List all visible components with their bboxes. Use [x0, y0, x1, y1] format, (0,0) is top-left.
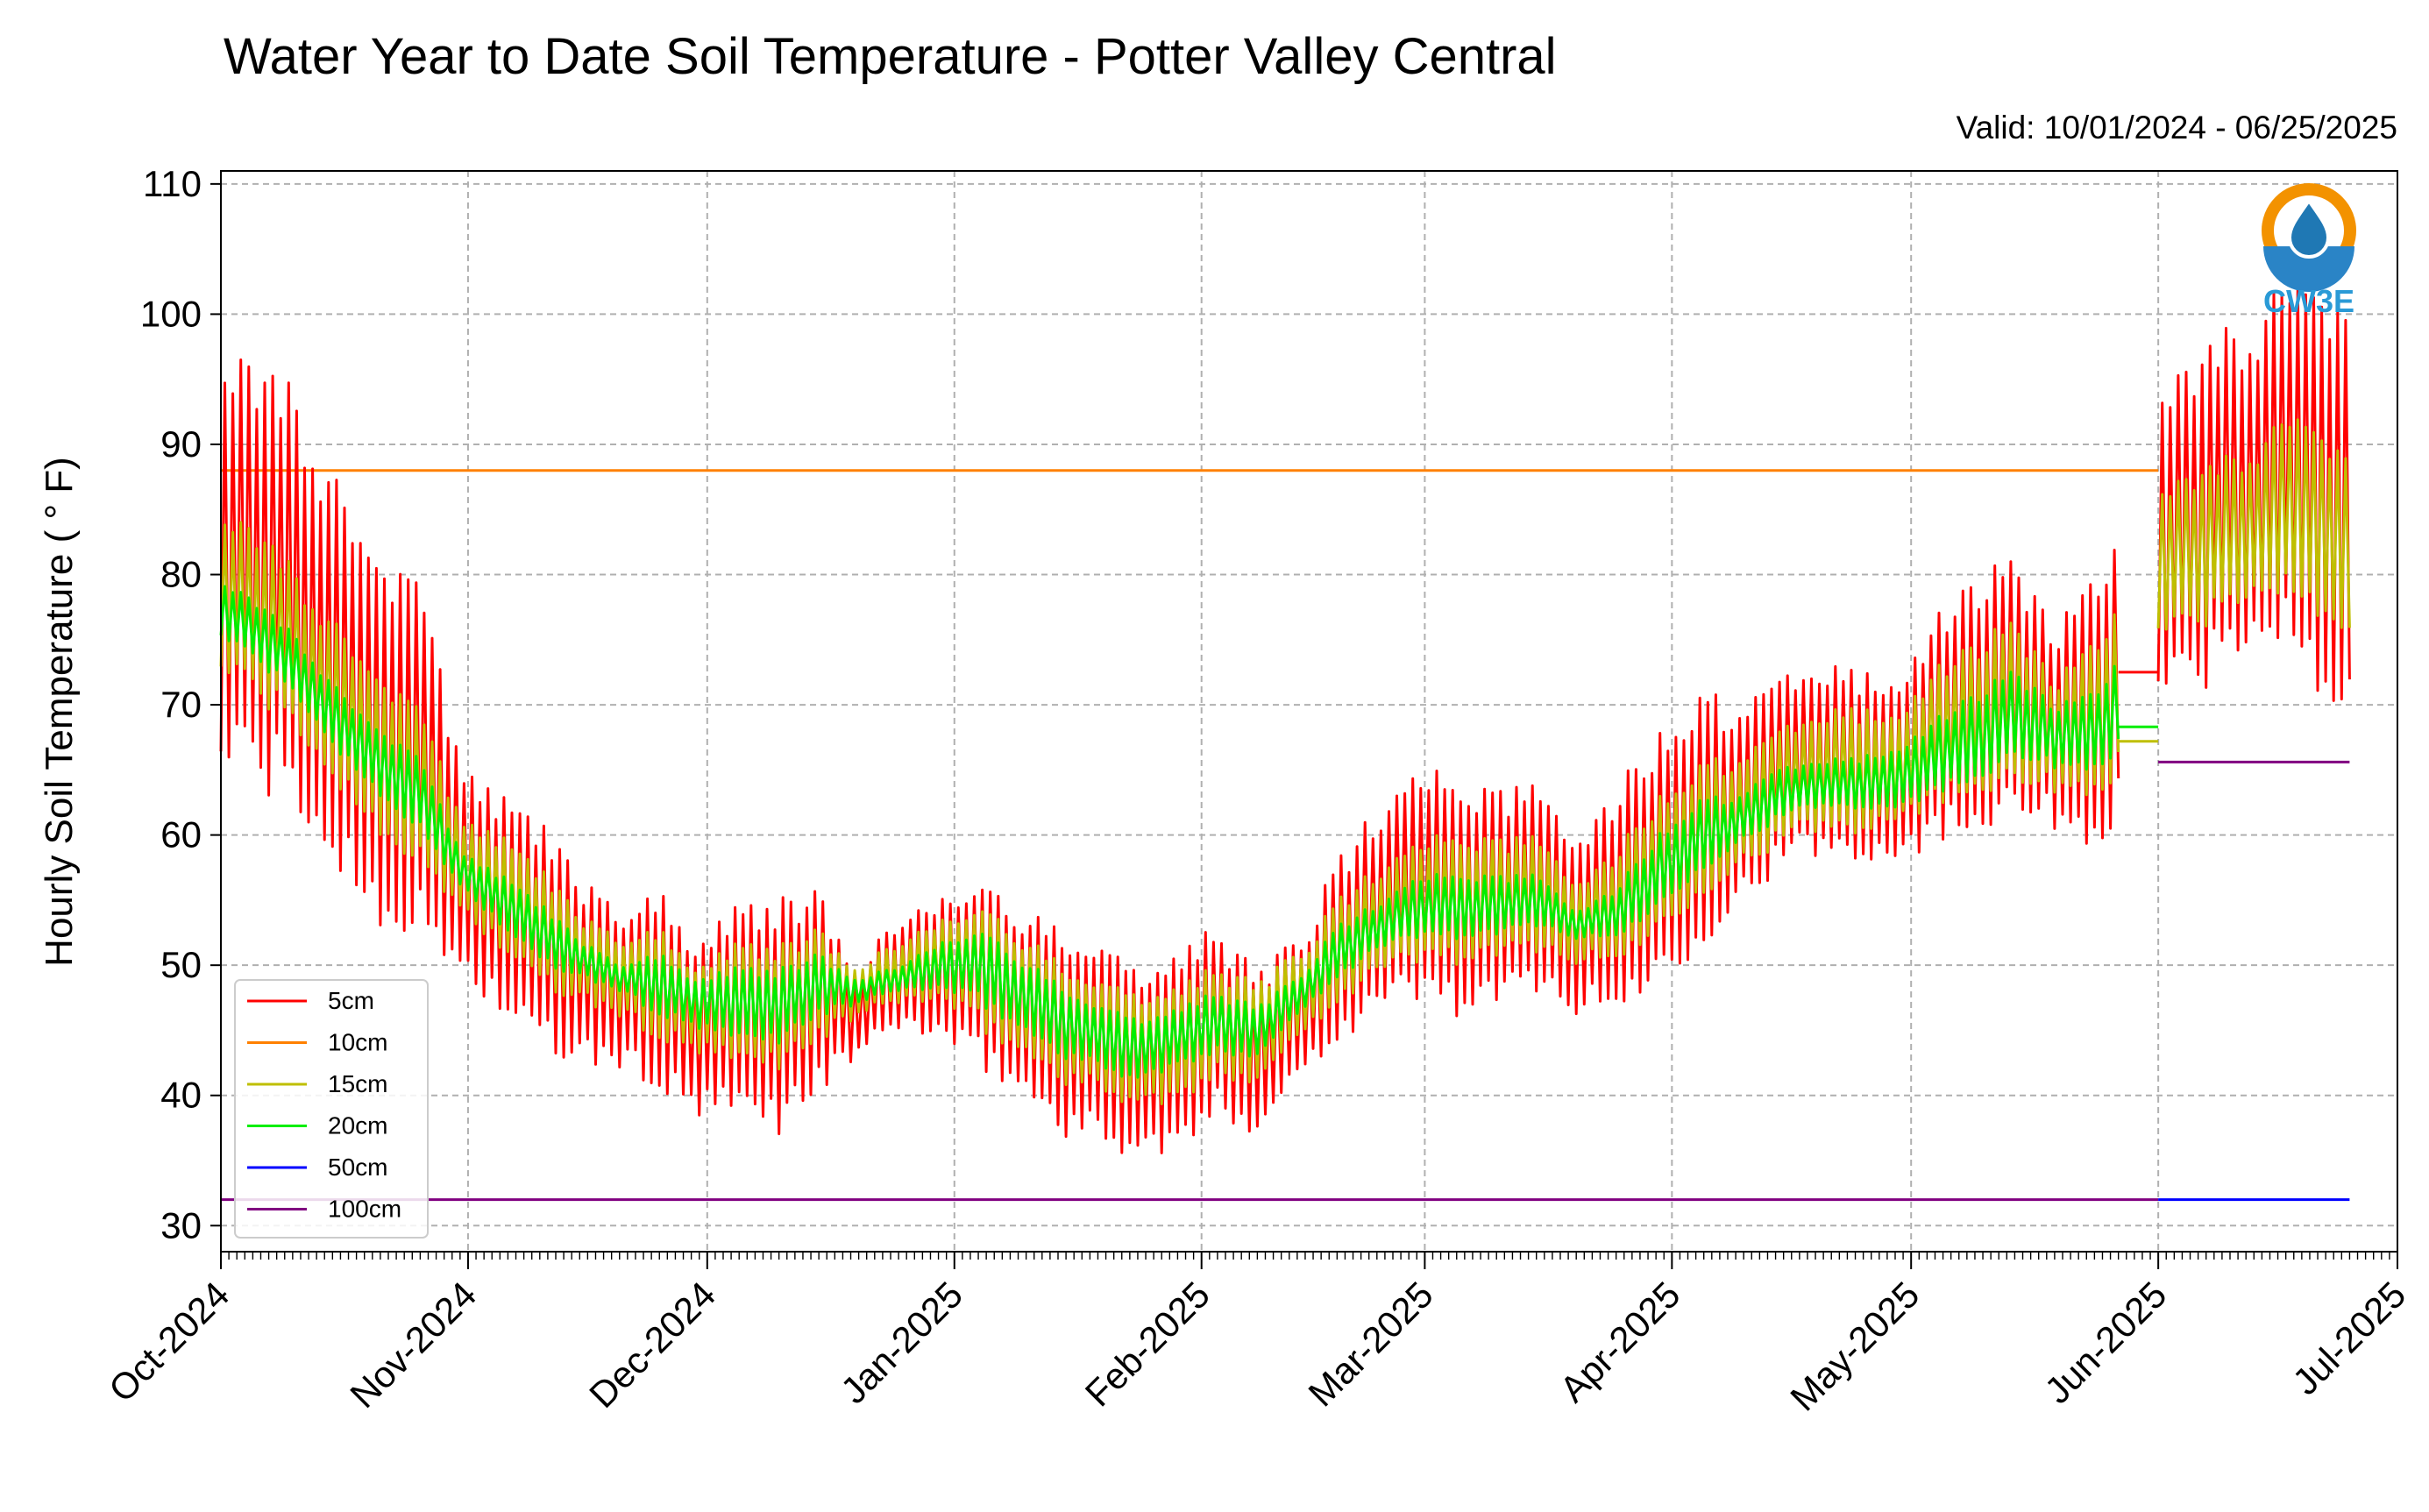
grid-lines — [220, 171, 2398, 1252]
legend: 5cm 10cm 15cm 20cm 50cm 100cm — [234, 979, 429, 1239]
x-tick-label: Oct-2024 — [101, 1274, 237, 1409]
logo-text: CW3E — [2263, 283, 2354, 319]
logo-water-drop — [2287, 197, 2331, 259]
y-tick-label: 110 — [143, 163, 202, 204]
cw3e-logo: CW3E — [2262, 183, 2356, 319]
x-tick-label: Apr-2025 — [1552, 1274, 1687, 1409]
x-tick-label: Jul-2025 — [2284, 1274, 2413, 1402]
series-line-15cm — [2156, 418, 2351, 631]
x-tick-label: Feb-2025 — [1077, 1274, 1218, 1414]
y-tick-label: 30 — [160, 1204, 202, 1246]
legend-box — [234, 979, 429, 1239]
y-tick-label: 70 — [160, 684, 202, 725]
x-tick-label: Jan-2025 — [833, 1274, 970, 1411]
y-tick-label: 60 — [160, 814, 202, 855]
y-axis: 30 40 50 60 70 80 90 100 110 — [140, 163, 221, 1246]
y-tick-label: 100 — [140, 293, 202, 334]
x-tick-label: May-2025 — [1782, 1274, 1927, 1418]
x-tick-label: Nov-2024 — [342, 1274, 484, 1416]
valid-date-range: Valid: 10/01/2024 - 06/25/2025 — [1957, 110, 2397, 146]
logo-waves — [2263, 246, 2354, 292]
legend-label-20cm: 20cm — [328, 1112, 387, 1139]
x-tick-label: Dec-2024 — [581, 1274, 723, 1416]
legend-label-10cm: 10cm — [328, 1029, 387, 1056]
y-tick-label: 50 — [160, 944, 202, 985]
x-tick-label: Mar-2025 — [1300, 1274, 1440, 1414]
y-tick-label: 40 — [160, 1075, 202, 1116]
plot-frame — [220, 170, 2398, 1253]
series-line-5cm — [2156, 286, 2351, 702]
chart-title: Water Year to Date Soil Temperature - Po… — [224, 28, 1557, 85]
y-tick-label: 90 — [160, 423, 202, 465]
x-tick-label: Jun-2025 — [2036, 1274, 2174, 1411]
legend-label-100cm: 100cm — [328, 1196, 401, 1223]
legend-label-5cm: 5cm — [328, 987, 374, 1014]
legend-label-50cm: 50cm — [328, 1154, 387, 1181]
x-axis: Oct-2024 Nov-2024 Dec-2024 Jan-2025 Feb-2025… — [101, 1252, 2413, 1418]
series-lines — [219, 286, 2351, 1202]
y-tick-label: 80 — [160, 554, 202, 595]
legend-label-15cm: 15cm — [328, 1070, 387, 1097]
y-axis-label: Hourly Soil Temperature ( ° F) — [38, 457, 81, 967]
series-line-20cm — [219, 585, 2120, 1079]
